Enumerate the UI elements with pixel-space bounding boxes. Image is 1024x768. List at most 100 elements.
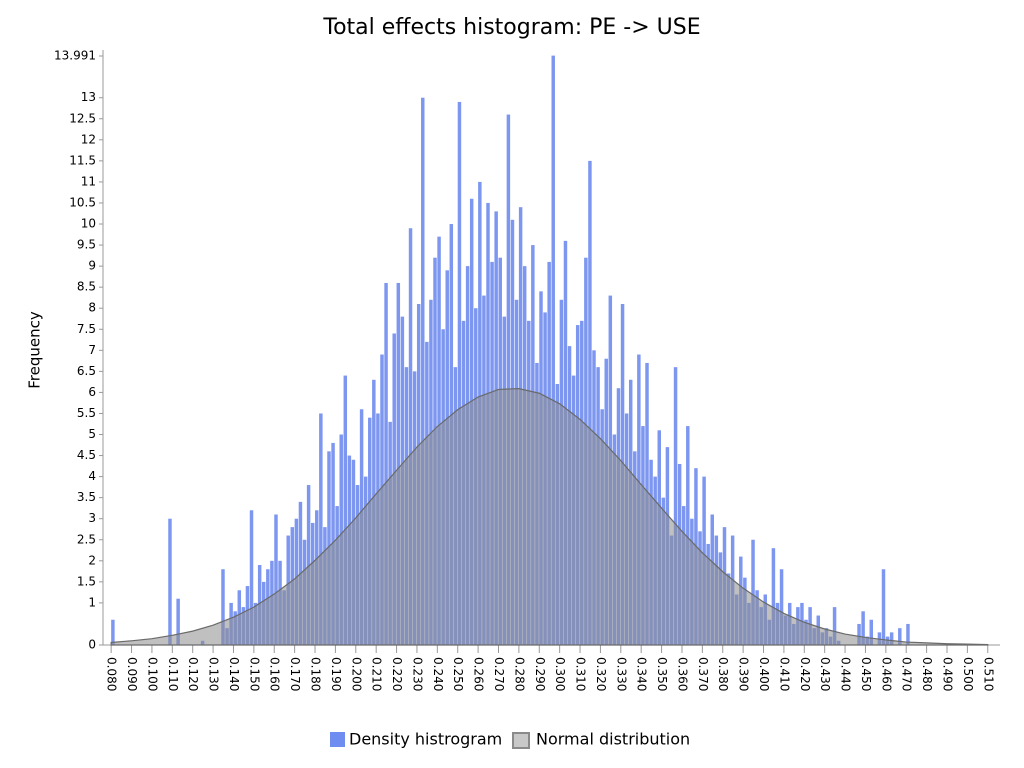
bar	[686, 426, 690, 645]
y-tick-label: 6	[88, 385, 96, 399]
x-tick-label: 0.170	[288, 657, 302, 691]
y-axis-label: Frequency	[26, 311, 44, 389]
bar	[306, 485, 311, 645]
y-tick-label: 13	[81, 90, 96, 104]
bar	[906, 623, 910, 645]
bar	[111, 619, 115, 645]
y-tick-label: 9	[88, 259, 96, 273]
y-tick-label: 8	[88, 301, 96, 315]
x-tick-label: 0.140	[227, 657, 241, 691]
x-tick-label: 0.440	[839, 657, 853, 691]
x-tick-label: 0.240	[431, 657, 445, 691]
x-tick-label: 0.310	[574, 657, 588, 691]
x-tick-label: 0.180	[309, 657, 323, 691]
x-tick-label: 0.110	[166, 657, 180, 691]
y-tick-label: 8.5	[77, 280, 96, 294]
x-tick-label: 0.410	[777, 657, 791, 691]
bar	[861, 611, 865, 645]
bar	[898, 628, 902, 645]
bar	[343, 375, 348, 645]
x-tick-label: 0.510	[981, 657, 995, 691]
x-tick-label: 0.350	[655, 657, 669, 691]
x-tick-label: 0.120	[186, 657, 200, 691]
y-tick-label: 1	[88, 595, 96, 609]
x-tick-label: 0.330	[614, 657, 628, 691]
x-tick-label: 0.220	[390, 657, 404, 691]
x-tick-label: 0.380	[716, 657, 730, 691]
y-tick-label: 2	[88, 553, 96, 567]
x-tick-label: 0.430	[818, 657, 832, 691]
bar	[221, 569, 225, 645]
y-tick-label: 12	[81, 132, 96, 146]
y-tick-label: 11	[81, 174, 96, 188]
x-tick-label: 0.500	[961, 657, 975, 691]
y-tick-label: 7.5	[77, 322, 96, 336]
normal-curve	[110, 388, 989, 646]
y-tick-label: 1.5	[77, 574, 96, 588]
y-tick-label: 9.5	[77, 238, 96, 252]
legend-label: Normal distribution	[536, 730, 690, 749]
x-tick-label: 0.320	[594, 657, 608, 691]
y-tick-label: 7	[88, 343, 96, 357]
bar	[832, 607, 837, 645]
x-tick-label: 0.460	[879, 657, 893, 691]
x-tick-label: 0.080	[105, 657, 119, 691]
x-tick-label: 0.230	[410, 657, 424, 691]
bar	[779, 569, 784, 645]
x-tick-label: 0.100	[145, 657, 159, 691]
legend-label: Density histrogram	[349, 730, 502, 749]
x-tick-label: 0.280	[512, 657, 526, 691]
bar	[249, 510, 254, 645]
x-tick-label: 0.490	[940, 657, 954, 691]
x-tick-label: 0.300	[553, 657, 567, 691]
y-tick-label: 10	[81, 217, 96, 231]
x-tick-label: 0.290	[533, 657, 547, 691]
x-tick-label: 0.160	[268, 657, 282, 691]
y-tick-label: 3	[88, 511, 96, 525]
bar	[751, 539, 755, 645]
bar	[176, 598, 180, 645]
x-tick-label: 0.400	[757, 657, 771, 691]
bar	[881, 569, 886, 645]
bar	[168, 518, 172, 645]
bar	[421, 97, 425, 645]
y-tick-label: 4	[88, 469, 96, 483]
y-tick-label: 2.5	[77, 532, 96, 546]
x-tick-label: 0.340	[635, 657, 649, 691]
x-tick-label: 0.090	[125, 657, 139, 691]
bar	[506, 114, 511, 645]
bar	[889, 632, 894, 645]
y-tick-label: 11.5	[69, 153, 96, 167]
bar	[857, 623, 861, 645]
x-tick-label: 0.470	[900, 657, 914, 691]
x-tick-label: 0.360	[675, 657, 689, 691]
y-tick-label: 5	[88, 427, 96, 441]
x-tick-label: 0.450	[859, 657, 873, 691]
x-tick-label: 0.250	[451, 657, 465, 691]
bar	[551, 55, 555, 646]
bar	[588, 160, 592, 645]
bar	[869, 619, 874, 645]
bar	[274, 514, 278, 645]
bar	[319, 413, 323, 645]
y-tick-label: 6.5	[77, 364, 96, 378]
y-tick-label: 3.5	[77, 490, 96, 504]
legend-swatch	[330, 732, 345, 747]
bar	[673, 367, 678, 645]
y-tick-label: 4.5	[77, 448, 96, 462]
x-tick-label: 0.270	[492, 657, 506, 691]
x-tick-label: 0.390	[737, 657, 751, 691]
y-tick-label: 10.5	[69, 195, 96, 209]
x-tick-label: 0.420	[798, 657, 812, 691]
bar	[396, 282, 401, 645]
y-tick-label: 13.991	[54, 49, 96, 63]
chart-title: Total effects histogram: PE -> USE	[322, 15, 700, 40]
x-tick-label: 0.260	[472, 657, 486, 691]
legend-swatch	[512, 732, 530, 749]
y-tick-label: 5.5	[77, 406, 96, 420]
bar	[384, 282, 388, 645]
x-tick-label: 0.480	[920, 657, 934, 691]
x-tick-label: 0.130	[207, 657, 221, 691]
bar	[457, 101, 462, 646]
